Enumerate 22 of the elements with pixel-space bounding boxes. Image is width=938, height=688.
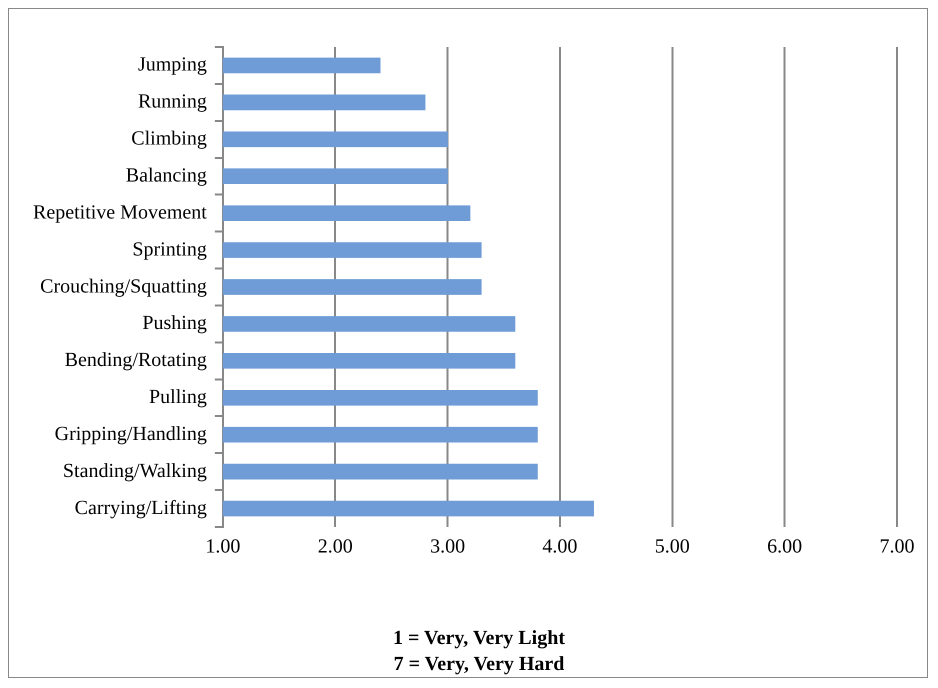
text: 1 = Very, Very Light — [393, 627, 566, 650]
x-tick-label: 4.00 — [542, 535, 578, 558]
x-tick-label: 6.00 — [767, 535, 802, 558]
x-tick-label: 2.00 — [318, 535, 353, 558]
text: 7 = Very, Very Hard — [394, 653, 564, 676]
y-tick-label: Climbing — [131, 128, 207, 150]
y-tick-label: Bending/Rotating — [64, 349, 207, 372]
x-tick-label: 7.00 — [880, 535, 914, 558]
x-tick-label: 1.00 — [205, 535, 240, 558]
y-tick-label: Balancing — [126, 164, 207, 186]
y-tick-label: Jumping — [138, 54, 207, 76]
y-tick-label: Pushing — [142, 312, 207, 334]
y-tick-label: Carrying/Lifting — [74, 496, 207, 519]
y-tick-label: Pulling — [149, 386, 207, 408]
y-tick-label: Repetitive Movement — [32, 201, 208, 224]
y-tick-label: Gripping/Handling — [54, 422, 207, 445]
x-tick-label: 5.00 — [654, 535, 690, 558]
x-tick-label: 3.00 — [430, 535, 466, 558]
y-tick-label: Crouching/Squatting — [40, 275, 207, 298]
y-tick-label: Running — [138, 90, 207, 113]
y-tick-label: Sprinting — [132, 238, 207, 260]
y-tick-label: Standing/Walking — [62, 460, 207, 482]
